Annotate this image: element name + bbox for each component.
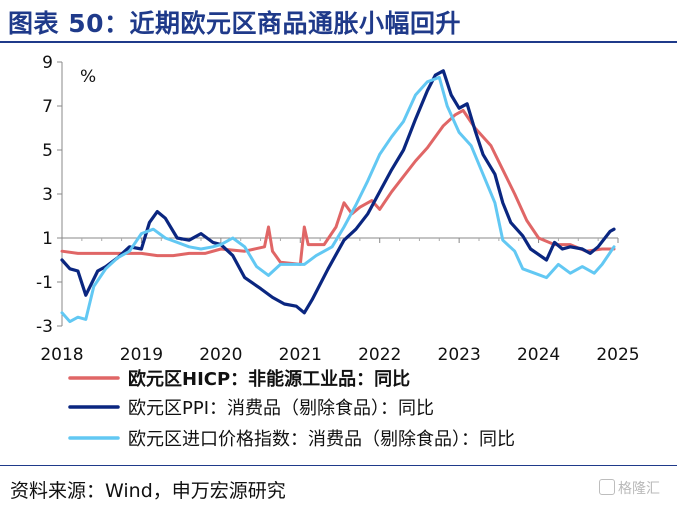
source-note: 资料来源：Wind，申万宏源研究 xyxy=(10,480,286,502)
import-price-series-line xyxy=(60,75,616,324)
y-unit-label: % xyxy=(80,67,96,87)
watermark-logo-icon xyxy=(599,479,615,495)
chart-title: 图表 50：近期欧元区商品通胀小幅回升 xyxy=(8,9,461,38)
y-tick-label: 9 xyxy=(42,53,53,73)
y-tick-label: -3 xyxy=(36,317,53,337)
hicp-series-line xyxy=(60,108,616,266)
x-tick-label: 2022 xyxy=(358,345,401,365)
legend-label: 欧元区进口价格指数：消费品（剔除食品）：同比 xyxy=(128,429,515,450)
y-tick-label: -1 xyxy=(36,273,53,293)
source-divider xyxy=(0,465,677,466)
x-tick-label: 2024 xyxy=(517,345,560,365)
x-tick-label: 2020 xyxy=(199,345,242,365)
watermark-text: 格隆汇 xyxy=(618,481,660,497)
y-tick-label: 5 xyxy=(42,141,53,161)
ppi-series-line xyxy=(60,69,616,315)
y-tick-label: 3 xyxy=(42,185,53,205)
legend-item-ppi: 欧元区PPI：消费品（剔除食品）：同比 xyxy=(68,398,434,419)
legend-label: 欧元区PPI：消费品（剔除食品）：同比 xyxy=(128,398,434,419)
series-layer xyxy=(60,69,616,324)
x-tick-label: 2019 xyxy=(120,345,163,365)
x-tick-label: 2018 xyxy=(40,345,83,365)
x-tick-label: 2023 xyxy=(438,345,481,365)
title-divider xyxy=(0,41,677,43)
x-axis: 2018 2019 2020 2021 2022 2023 2024 2025 xyxy=(40,237,640,365)
legend-item-hicp: 欧元区HICP：非能源工业品：同比 xyxy=(68,368,410,390)
chart-legend: 欧元区HICP：非能源工业品：同比欧元区PPI：消费品（剔除食品）：同比欧元区进… xyxy=(68,368,515,450)
watermark: 格隆汇 xyxy=(599,478,660,498)
legend-item-import-price: 欧元区进口价格指数：消费品（剔除食品）：同比 xyxy=(68,429,515,450)
x-tick-label: 2025 xyxy=(596,345,639,365)
x-tick-label: 2021 xyxy=(279,345,322,365)
y-axis: 9 7 5 3 1 -1 -3 xyxy=(36,53,63,337)
legend-label: 欧元区HICP：非能源工业品：同比 xyxy=(128,368,410,390)
y-tick-label: 1 xyxy=(42,229,53,249)
y-tick-label: 7 xyxy=(42,97,53,117)
